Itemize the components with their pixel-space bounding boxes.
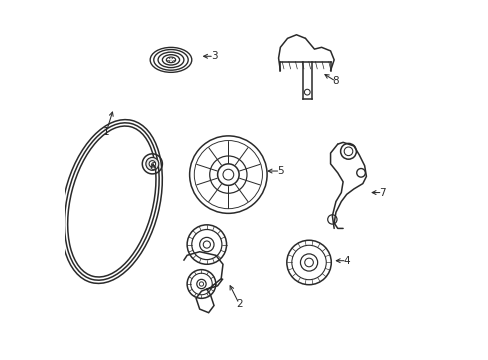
Ellipse shape — [166, 57, 175, 63]
Circle shape — [199, 282, 203, 286]
Text: 8: 8 — [332, 76, 339, 86]
Text: 6: 6 — [149, 162, 156, 172]
Circle shape — [203, 241, 210, 248]
Text: 3: 3 — [210, 51, 217, 61]
Text: 7: 7 — [379, 188, 385, 198]
Circle shape — [304, 258, 313, 267]
Text: 4: 4 — [343, 256, 349, 266]
Text: 1: 1 — [103, 127, 109, 136]
Circle shape — [149, 161, 155, 167]
Circle shape — [223, 169, 233, 180]
Text: 5: 5 — [277, 166, 283, 176]
Text: 2: 2 — [235, 299, 242, 309]
Circle shape — [145, 157, 159, 170]
